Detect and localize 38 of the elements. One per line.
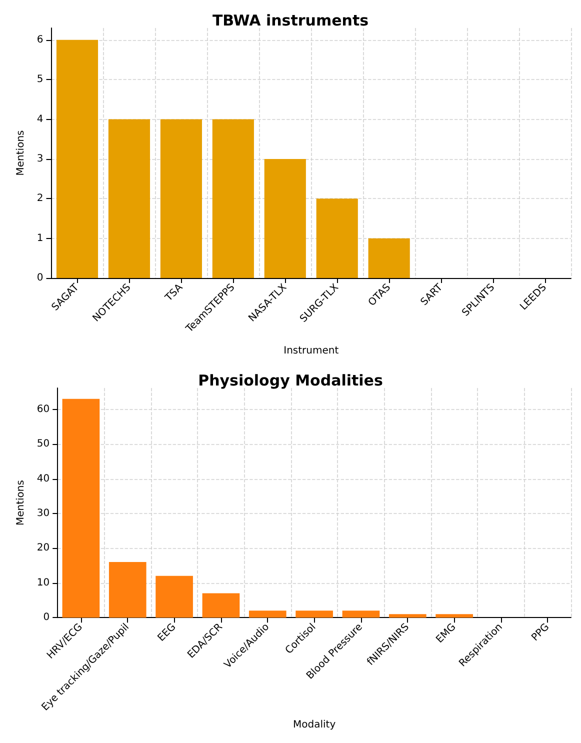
bar — [202, 593, 240, 618]
chart-title: Physiology Modalities — [198, 372, 383, 390]
bar — [296, 610, 333, 618]
bar — [56, 40, 98, 278]
y-tick-label: 0 — [43, 612, 50, 624]
x-axis-title: Modality — [293, 720, 336, 730]
y-tick-label: 10 — [36, 577, 50, 588]
bar — [156, 576, 193, 618]
x-tick-label: TSA — [162, 282, 186, 304]
y-tick-label: 2 — [36, 193, 44, 204]
y-tick-label: 5 — [36, 74, 44, 86]
y-tick-label: 0 — [36, 272, 44, 284]
bar — [108, 119, 150, 278]
bar — [212, 119, 254, 278]
bar — [342, 610, 380, 618]
y-tick-label: 60 — [36, 404, 50, 415]
y-tick-label: 50 — [36, 438, 50, 450]
bar — [264, 158, 306, 278]
bar — [388, 614, 426, 618]
bar — [108, 562, 146, 618]
y-tick-label: 20 — [36, 542, 50, 554]
bar — [248, 610, 286, 618]
y-tick-label: 3 — [36, 153, 44, 164]
y-axis-title: Mentions — [16, 480, 26, 526]
y-axis-title: Mentions — [16, 130, 26, 176]
bar — [160, 119, 202, 278]
y-tick-label: 40 — [36, 473, 50, 484]
y-tick-label: 1 — [36, 232, 44, 244]
x-tick-label: PPG — [530, 622, 552, 644]
bar — [368, 238, 410, 278]
y-tick-label: 6 — [36, 34, 44, 46]
bar — [436, 614, 473, 618]
y-tick-label: 4 — [36, 114, 44, 125]
bar — [62, 398, 100, 618]
x-axis-title: Instrument — [284, 346, 339, 356]
chart-title: TBWA instruments — [212, 12, 369, 30]
y-tick-label: 30 — [36, 508, 50, 519]
bar — [316, 198, 358, 278]
